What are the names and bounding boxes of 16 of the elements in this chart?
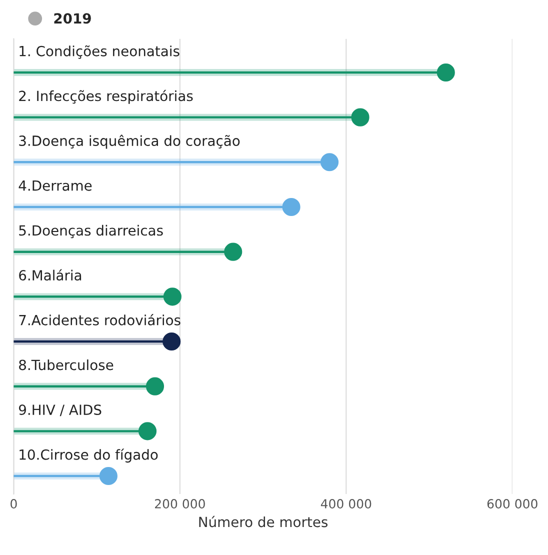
y-tick-label: 1. Condições neonatais xyxy=(20,45,180,59)
y-tick-label: 7.Acidentes rodoviários xyxy=(19,314,180,326)
x-tick-label: 400 000 xyxy=(320,499,372,508)
x-axis-title: Número de mortes xyxy=(199,516,328,528)
y-tick-label: 9.HIV / AIDS xyxy=(18,404,102,416)
x-tick-label: 600 000 xyxy=(487,499,538,508)
x-tick-label: 0 xyxy=(10,499,17,508)
y-tick-label: 3.Doença isquêmica do coração xyxy=(19,134,240,149)
y-tick-label: 2. Infecções respiratórias xyxy=(19,90,193,104)
y-tick-label: 10.Cirrose do fígado xyxy=(20,448,158,463)
x-tick-label: 200 000 xyxy=(154,499,205,508)
y-tick-label: 6.Malária xyxy=(19,269,82,281)
y-tick-label: 4.Derrame xyxy=(18,180,92,191)
y-tick-label: 8.Tuberculose xyxy=(19,359,114,370)
y-tick-label: 5.Doenças diarreicas xyxy=(19,224,163,238)
text: 2019 xyxy=(54,13,91,24)
